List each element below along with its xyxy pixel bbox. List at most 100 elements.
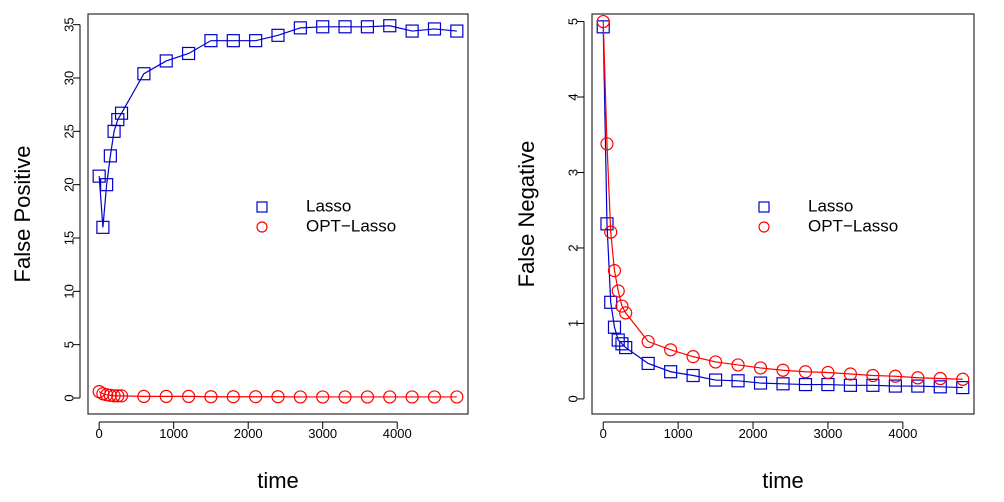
lasso-point (607, 320, 622, 334)
lasso-point (798, 377, 813, 392)
lasso-series-line (98, 25, 457, 228)
x-tick-label: 1000 (664, 426, 693, 441)
lasso-point (619, 340, 633, 355)
lasso-point (686, 368, 700, 383)
legend-lasso-symbol (256, 201, 268, 213)
y-tick-label: 5 (565, 18, 580, 25)
lasso-point (103, 149, 117, 163)
y-tick-label: 35 (61, 17, 76, 31)
lasso-point (911, 379, 925, 393)
opt-lasso-point (271, 390, 285, 404)
legend-lasso-label: Lasso (808, 196, 853, 215)
opt-lasso-point (607, 264, 622, 278)
lasso-point (708, 373, 723, 387)
legend-lasso-symbol (758, 201, 770, 213)
lasso-point (615, 337, 629, 351)
opt-lasso-point (615, 299, 629, 313)
lasso-point (933, 380, 947, 394)
x-tick-label: 4000 (888, 426, 917, 441)
lasso-point (843, 378, 858, 392)
opt-lasso-point (360, 390, 375, 404)
opt-lasso-point (619, 306, 633, 320)
opt-lasso-point (776, 363, 790, 377)
x-tick-label: 0 (96, 426, 103, 441)
y-axis-title: False Positive (10, 146, 35, 283)
y-tick-label: 4 (565, 93, 580, 100)
opt-lasso-point (338, 390, 352, 404)
lasso-point (611, 333, 625, 347)
lasso-point (383, 19, 397, 33)
opt-lasso-point (103, 388, 117, 402)
y-tick-label: 30 (61, 71, 76, 85)
lasso-point (866, 378, 880, 392)
opt-lasso-point (107, 389, 121, 403)
lasso-point (600, 217, 614, 231)
lasso-point (96, 220, 110, 234)
lasso-point (92, 169, 106, 183)
y-tick-label: 0 (61, 394, 76, 401)
x-tick-label: 4000 (383, 426, 412, 441)
opt-lasso-point (427, 390, 442, 404)
lasso-point (338, 20, 352, 34)
opt-lasso-point (111, 389, 125, 403)
opt-lasso-point (604, 225, 618, 239)
false-positive-panel: 0 1000 2000 3000 4000 0 5 10 15 20 25 30 35 time False… (10, 13, 469, 493)
plot-frame (591, 13, 975, 415)
legend-opt-lasso-symbol (758, 221, 770, 233)
lasso-point (405, 24, 419, 38)
opt-lasso-point (137, 389, 151, 403)
lasso-point (181, 46, 196, 61)
opt-lasso-point (293, 390, 307, 404)
x-tick-label: 0 (600, 426, 607, 441)
opt-lasso-point (686, 350, 700, 364)
legend-opt-lasso-label: OPT−Lasso (808, 216, 898, 235)
x-tick-label: 3000 (813, 426, 842, 441)
opt-lasso-point (159, 389, 173, 403)
opt-lasso-point (204, 390, 218, 404)
lasso-point (204, 34, 218, 48)
opt-lasso-series-line (602, 21, 963, 380)
lasso-point (271, 28, 285, 42)
y-tick-label: 15 (61, 231, 76, 245)
x-axis-title: time (257, 468, 299, 493)
lasso-point (159, 54, 173, 68)
y-tick-label: 2 (565, 244, 580, 251)
legend-opt-lasso-symbol (256, 221, 268, 233)
y-tick-label: 0 (565, 395, 580, 402)
opt-lasso-point (708, 355, 723, 369)
opt-lasso-point (641, 334, 655, 349)
opt-lasso-point (798, 365, 813, 379)
opt-lasso-point (114, 389, 129, 403)
lasso-point (293, 21, 307, 35)
y-axis-title: False Negative (514, 141, 539, 288)
lasso-point (114, 106, 129, 120)
x-tick-label: 3000 (308, 426, 337, 441)
opt-lasso-point (731, 358, 745, 372)
opt-lasso-point (383, 390, 397, 404)
y-tick-label: 3 (565, 169, 580, 176)
opt-lasso-point (664, 343, 678, 357)
legend-opt-lasso-label: OPT−Lasso (306, 216, 396, 235)
lasso-point (450, 24, 464, 38)
opt-lasso-point (866, 368, 880, 383)
lasso-point (137, 67, 151, 81)
lasso-point (360, 20, 375, 34)
lasso-point (316, 20, 330, 34)
legend-lasso-label: Lasso (306, 196, 351, 215)
y-tick-label: 10 (61, 284, 76, 298)
y-tick-label: 25 (61, 124, 76, 138)
y-tick-label: 20 (61, 177, 76, 191)
lasso-point (753, 376, 768, 390)
opt-lasso-point (596, 14, 610, 29)
x-tick-label: 2000 (739, 426, 768, 441)
x-tick-label: 1000 (159, 426, 188, 441)
x-tick-label: 2000 (234, 426, 263, 441)
lasso-point (427, 22, 442, 36)
opt-lasso-point (316, 390, 330, 404)
opt-lasso-point (600, 137, 614, 151)
opt-lasso-point (450, 390, 464, 404)
opt-lasso-point (249, 390, 263, 404)
opt-lasso-point (956, 372, 970, 386)
false-negative-panel: 0 1000 2000 3000 4000 0 1 2 3 4 5 time False Negativ… (514, 13, 975, 493)
